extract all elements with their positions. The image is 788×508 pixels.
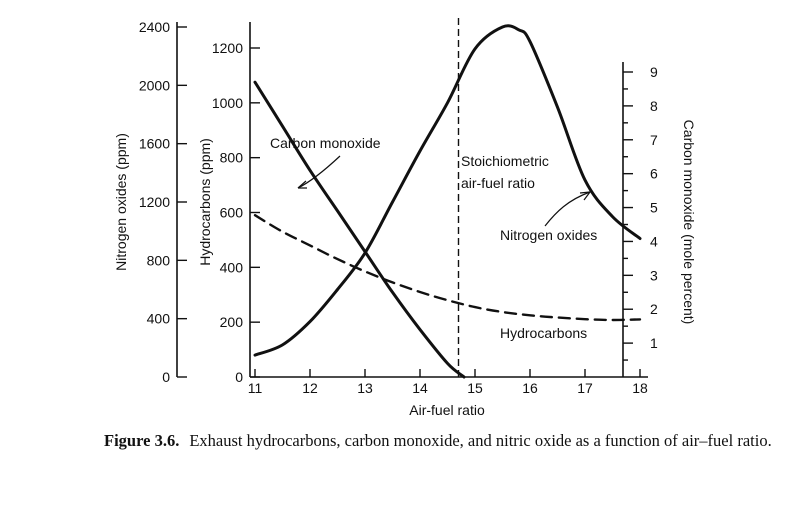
co-tick-label: 2	[650, 301, 658, 317]
co-tick-label: 5	[650, 200, 658, 216]
hc-tick-label: 600	[220, 205, 244, 221]
co-tick-label: 7	[650, 132, 658, 148]
x-tick-label: 16	[522, 380, 538, 396]
stoichiometric-label-line1: Stoichiometric	[461, 153, 549, 169]
x-tick-label: 13	[357, 380, 373, 396]
x-tick-label: 18	[632, 380, 648, 396]
x-tick-label: 14	[412, 380, 428, 396]
figure-caption: Figure 3.6. Exhaust hydrocarbons, carbon …	[104, 430, 784, 452]
leader-carbon-monoxide	[297, 155, 341, 189]
nox-tick-label: 1600	[139, 136, 170, 152]
leader-nitrogen-oxides	[544, 191, 591, 227]
ticks-layer: 0 400 800 1200 1600 2000 2400 0 200 400 600 800 1000…	[139, 19, 658, 396]
x-axis-title: Air-fuel ratio	[409, 402, 485, 418]
annotation-nitrogen-oxides: Nitrogen oxides	[500, 227, 597, 243]
co-tick-label: 6	[650, 166, 658, 182]
co-tick-label: 8	[650, 98, 658, 114]
hc-tick-label: 0	[235, 369, 243, 385]
nox-tick-label: 2400	[139, 19, 170, 35]
nox-tick-label: 800	[147, 252, 171, 268]
nox-tick-label: 2000	[139, 77, 170, 93]
x-tick-label: 11	[248, 380, 263, 396]
nox-tick-label: 400	[147, 311, 171, 327]
x-tick-label: 12	[302, 380, 318, 396]
co-tick-label: 9	[650, 64, 658, 80]
nox-axis-title: Nitrogen oxides (ppm)	[113, 133, 129, 271]
co-tick-label: 1	[650, 335, 658, 351]
hc-tick-label: 1000	[212, 95, 243, 111]
co-tick-label: 3	[650, 267, 658, 283]
hc-tick-label: 1200	[212, 40, 243, 56]
annotation-carbon-monoxide: Carbon monoxide	[270, 135, 381, 151]
hc-tick-label: 200	[220, 314, 244, 330]
hc-tick-label: 400	[220, 259, 244, 275]
nox-tick-label: 0	[162, 369, 170, 385]
x-tick-label: 17	[577, 380, 593, 396]
figure-label: Figure 3.6.	[104, 431, 180, 450]
nox-tick-label: 1200	[139, 194, 170, 210]
stoichiometric-label-line2: air-fuel ratio	[461, 175, 535, 191]
x-tick-label: 15	[467, 380, 483, 396]
emissions-chart: Nitrogen oxides (ppm) Hydrocarbons (ppm)…	[113, 18, 697, 418]
series-hydrocarbons	[253, 214, 642, 322]
co-axis-title: Carbon monoxide (mole percent)	[681, 120, 697, 325]
figure-caption-text: Exhaust hydrocarbons, carbon monoxide, a…	[189, 431, 772, 450]
leader-arrow-nitrogen-oxides	[579, 191, 591, 201]
co-tick-label: 4	[650, 233, 658, 249]
series-nitrogen-oxides	[253, 24, 642, 357]
hc-axis-title: Hydrocarbons (ppm)	[197, 138, 213, 266]
annotation-hydrocarbons: Hydrocarbons	[500, 325, 587, 341]
hc-tick-label: 800	[220, 150, 244, 166]
leader-arrow-carbon-monoxide	[297, 180, 307, 189]
